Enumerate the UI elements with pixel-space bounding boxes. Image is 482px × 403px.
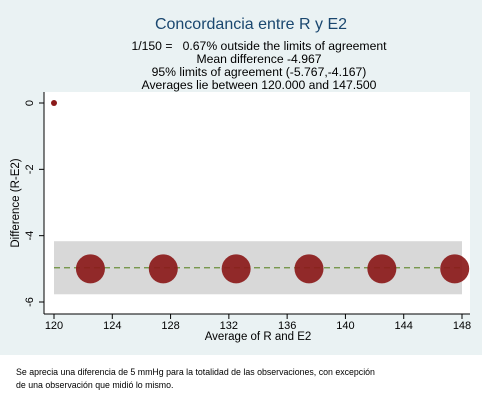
x-axis-title: Average of R and E2 [205, 331, 312, 343]
y-tick-label: 0 [24, 100, 36, 106]
x-tick-label: 128 [161, 320, 179, 332]
data-point-5 [294, 254, 324, 284]
data-point-6 [367, 254, 397, 284]
data-point-4 [221, 254, 251, 284]
caption-line-2: de una observación que midió lo mismo. [16, 379, 174, 390]
subtitle-averages: Averages lie between 120.000 and 147.500 [142, 78, 377, 92]
figure-caption: Se aprecia una diferencia de 5 mmHg para… [16, 366, 436, 391]
data-point-7 [440, 254, 470, 284]
x-tick-label: 124 [103, 320, 121, 332]
x-axis-ticks: 120 124 128 132 136 140 144 148 [45, 314, 471, 332]
x-tick-label: 140 [336, 320, 354, 332]
subtitle-mean-difference: Mean difference -4.967 [196, 52, 321, 66]
x-tick-label: 148 [453, 320, 471, 332]
caption-line-1: Se aprecia una diferencia de 5 mmHg para… [16, 367, 375, 377]
subtitle-limits: 95% limits of agreement (-5.767,-4.167) [152, 65, 367, 79]
y-axis-ticks: 0 -2 -4 -6 [24, 100, 44, 307]
chart-title: Concordancia entre R y E2 [155, 16, 347, 33]
y-tick-label: -2 [24, 164, 36, 174]
subtitle-outside-limits: 1/150 = 0.67% outside the limits of agre… [131, 39, 387, 53]
x-tick-label: 120 [45, 320, 63, 332]
y-axis-title: Difference (R-E2) [10, 158, 22, 247]
data-point-3 [148, 254, 178, 284]
data-points [51, 100, 470, 284]
data-point-2 [75, 254, 105, 284]
x-tick-label: 144 [395, 320, 413, 332]
y-tick-label: -6 [24, 297, 36, 307]
x-tick-label: 136 [278, 320, 296, 332]
data-point-1 [51, 100, 57, 106]
y-tick-label: -4 [24, 231, 36, 241]
x-tick-label: 132 [220, 320, 238, 332]
